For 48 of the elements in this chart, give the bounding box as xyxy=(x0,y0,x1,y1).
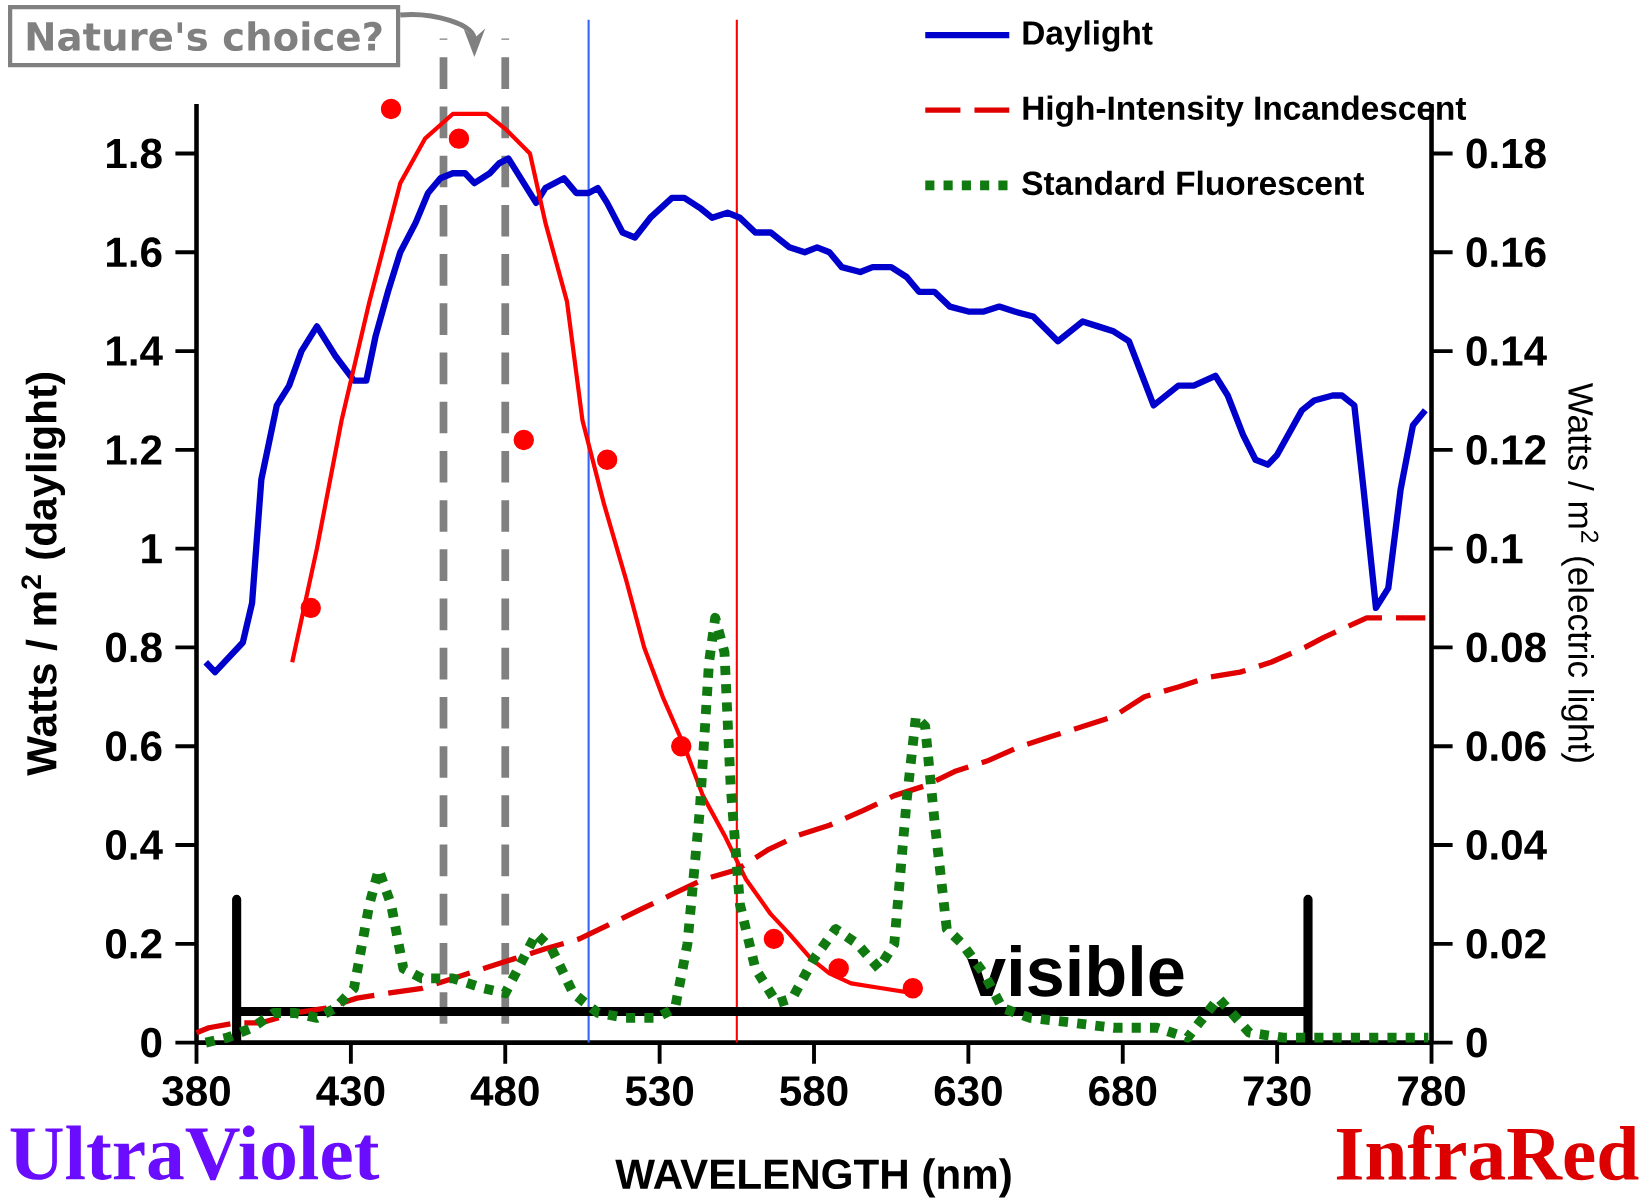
y2-tick-label: 0.12 xyxy=(1466,434,1546,465)
point xyxy=(671,736,692,757)
x-tick-label: 730 xyxy=(1243,1076,1311,1107)
x-tick-label: 780 xyxy=(1398,1076,1465,1106)
text: UltraViolet xyxy=(10,1125,380,1181)
point xyxy=(300,597,321,619)
x-tick-label: 680 xyxy=(1089,1076,1157,1106)
point xyxy=(596,449,618,470)
y2-tick-label: 0 xyxy=(1466,1027,1487,1058)
y-tick-label: 1 xyxy=(142,534,162,564)
y-tick-label: 0.4 xyxy=(106,830,163,860)
y-tick-label: 0.8 xyxy=(106,632,162,663)
y2-tick-label: 0.02 xyxy=(1466,928,1546,959)
y-tick-label: 0.2 xyxy=(106,928,162,959)
y2-tick-label: 0.08 xyxy=(1466,632,1546,663)
point xyxy=(513,429,534,451)
point xyxy=(902,978,923,999)
y2-axis-title: Watts / m$^{2}$ (electric light) xyxy=(1561,382,1599,762)
y-axis-title: Watts / m$^{2}$ (daylight) xyxy=(21,373,66,776)
x-tick-label: 430 xyxy=(316,1076,385,1107)
y2-tick-label: 0.06 xyxy=(1466,731,1546,762)
y-tick-label: 0 xyxy=(141,1027,162,1058)
y-tick-label: 0.6 xyxy=(106,731,162,762)
annotation: visible xyxy=(967,945,1184,997)
x-tick-label: 630 xyxy=(934,1076,1002,1107)
legend-label: Daylight xyxy=(1023,20,1153,52)
legend-label: High-Intensity Incandescent xyxy=(1023,95,1467,127)
y2-tick-label: 0.1 xyxy=(1466,533,1523,564)
x-tick-label: 530 xyxy=(625,1076,694,1107)
y-tick-label: 1.4 xyxy=(107,336,163,366)
legend-label: Standard Fluorescent xyxy=(1022,170,1364,196)
y-tick-label: 1.8 xyxy=(107,138,162,169)
point xyxy=(380,98,402,120)
y2-tick-label: 0.14 xyxy=(1466,336,1547,366)
x-tick-label: 380 xyxy=(162,1076,230,1107)
x-axis-title: WAVELENGTH (nm) xyxy=(615,1158,1011,1198)
y-tick-label: 1.2 xyxy=(107,435,162,465)
y2-tick-label: 0.18 xyxy=(1466,138,1546,169)
x-tick-label: 580 xyxy=(780,1076,848,1106)
y2-tick-label: 0.16 xyxy=(1466,237,1546,268)
x-tick-label: 480 xyxy=(470,1076,539,1106)
text: Nature's choice? xyxy=(27,21,382,52)
y-tick-label: 1.6 xyxy=(107,237,162,268)
point xyxy=(828,958,849,979)
y2-tick-label: 0.04 xyxy=(1466,830,1547,860)
point xyxy=(448,128,470,149)
text: InfraRed xyxy=(1336,1125,1639,1181)
point xyxy=(763,928,785,950)
